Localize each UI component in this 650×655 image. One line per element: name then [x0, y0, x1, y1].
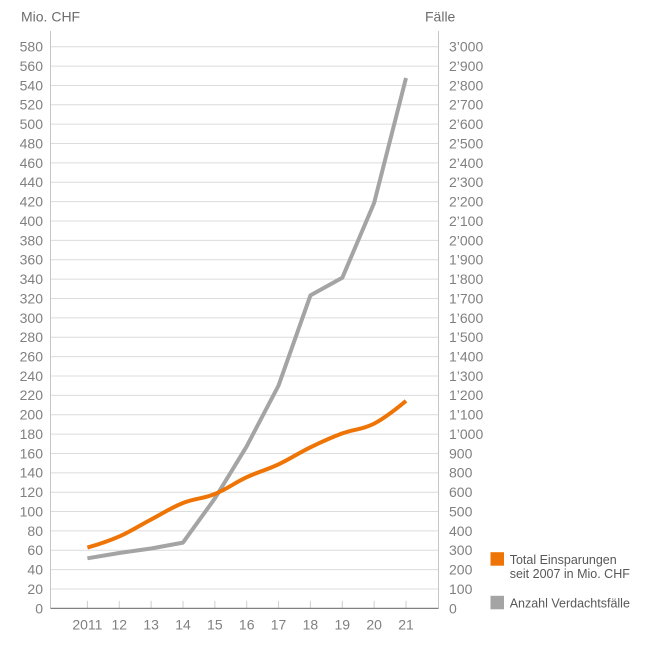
- svg-text:340: 340: [20, 271, 44, 287]
- svg-text:140: 140: [20, 465, 44, 481]
- svg-text:520: 520: [20, 97, 44, 113]
- svg-text:15: 15: [207, 616, 223, 632]
- svg-text:500: 500: [20, 116, 44, 132]
- svg-text:800: 800: [449, 465, 473, 481]
- svg-text:80: 80: [27, 523, 43, 539]
- svg-text:40: 40: [27, 562, 43, 578]
- svg-text:200: 200: [449, 562, 473, 578]
- svg-text:1’600: 1’600: [449, 310, 483, 326]
- svg-text:500: 500: [449, 503, 473, 519]
- svg-text:160: 160: [20, 445, 44, 461]
- svg-text:400: 400: [449, 523, 473, 539]
- svg-text:1’900: 1’900: [449, 252, 483, 268]
- svg-text:2’900: 2’900: [449, 58, 483, 74]
- svg-text:100: 100: [449, 581, 473, 597]
- svg-text:Anzahl Verdachtsfälle: Anzahl Verdachtsfälle: [510, 597, 630, 611]
- svg-text:900: 900: [449, 445, 473, 461]
- svg-text:440: 440: [20, 174, 44, 190]
- svg-text:300: 300: [449, 542, 473, 558]
- svg-text:480: 480: [20, 135, 44, 151]
- svg-text:560: 560: [20, 58, 44, 74]
- svg-text:60: 60: [27, 542, 43, 558]
- svg-text:220: 220: [20, 387, 44, 403]
- svg-text:320: 320: [20, 290, 44, 306]
- svg-text:2’400: 2’400: [449, 155, 483, 171]
- svg-text:14: 14: [175, 616, 191, 632]
- svg-text:seit 2007 in Mio. CHF: seit 2007 in Mio. CHF: [510, 567, 631, 581]
- svg-text:2’500: 2’500: [449, 135, 483, 151]
- svg-text:460: 460: [20, 155, 44, 171]
- svg-text:0: 0: [449, 600, 457, 616]
- svg-text:1’000: 1’000: [449, 426, 483, 442]
- svg-text:0: 0: [35, 600, 43, 616]
- svg-text:580: 580: [20, 39, 44, 55]
- svg-text:1’800: 1’800: [449, 271, 483, 287]
- svg-text:300: 300: [20, 310, 44, 326]
- svg-text:2’200: 2’200: [449, 194, 483, 210]
- svg-text:2’600: 2’600: [449, 116, 483, 132]
- svg-text:20: 20: [366, 616, 382, 632]
- svg-text:2’100: 2’100: [449, 213, 483, 229]
- svg-text:18: 18: [303, 616, 319, 632]
- svg-text:260: 260: [20, 349, 44, 365]
- svg-text:200: 200: [20, 407, 44, 423]
- svg-text:1’400: 1’400: [449, 349, 483, 365]
- svg-text:20: 20: [27, 581, 43, 597]
- svg-text:1’200: 1’200: [449, 387, 483, 403]
- svg-text:19: 19: [334, 616, 350, 632]
- svg-text:Mio. CHF: Mio. CHF: [21, 9, 80, 25]
- svg-text:420: 420: [20, 194, 44, 210]
- svg-text:280: 280: [20, 329, 44, 345]
- svg-text:16: 16: [239, 616, 255, 632]
- svg-text:2’700: 2’700: [449, 97, 483, 113]
- svg-text:100: 100: [20, 503, 44, 519]
- svg-text:1’500: 1’500: [449, 329, 483, 345]
- svg-text:12: 12: [111, 616, 127, 632]
- svg-text:120: 120: [20, 484, 44, 500]
- svg-text:540: 540: [20, 77, 44, 93]
- svg-text:2’000: 2’000: [449, 232, 483, 248]
- svg-text:600: 600: [449, 484, 473, 500]
- svg-text:380: 380: [20, 232, 44, 248]
- svg-text:1’700: 1’700: [449, 290, 483, 306]
- svg-text:240: 240: [20, 368, 44, 384]
- svg-text:1’300: 1’300: [449, 368, 483, 384]
- svg-text:21: 21: [398, 616, 414, 632]
- svg-text:17: 17: [271, 616, 287, 632]
- svg-text:180: 180: [20, 426, 44, 442]
- svg-text:1’100: 1’100: [449, 407, 483, 423]
- svg-text:Total Einsparungen: Total Einsparungen: [510, 553, 617, 567]
- svg-text:2’300: 2’300: [449, 174, 483, 190]
- svg-text:13: 13: [143, 616, 159, 632]
- svg-text:400: 400: [20, 213, 44, 229]
- svg-text:2’800: 2’800: [449, 77, 483, 93]
- svg-text:2011: 2011: [72, 616, 102, 632]
- svg-text:360: 360: [20, 252, 44, 268]
- svg-text:3’000: 3’000: [449, 39, 483, 55]
- svg-text:Fälle: Fälle: [425, 9, 456, 25]
